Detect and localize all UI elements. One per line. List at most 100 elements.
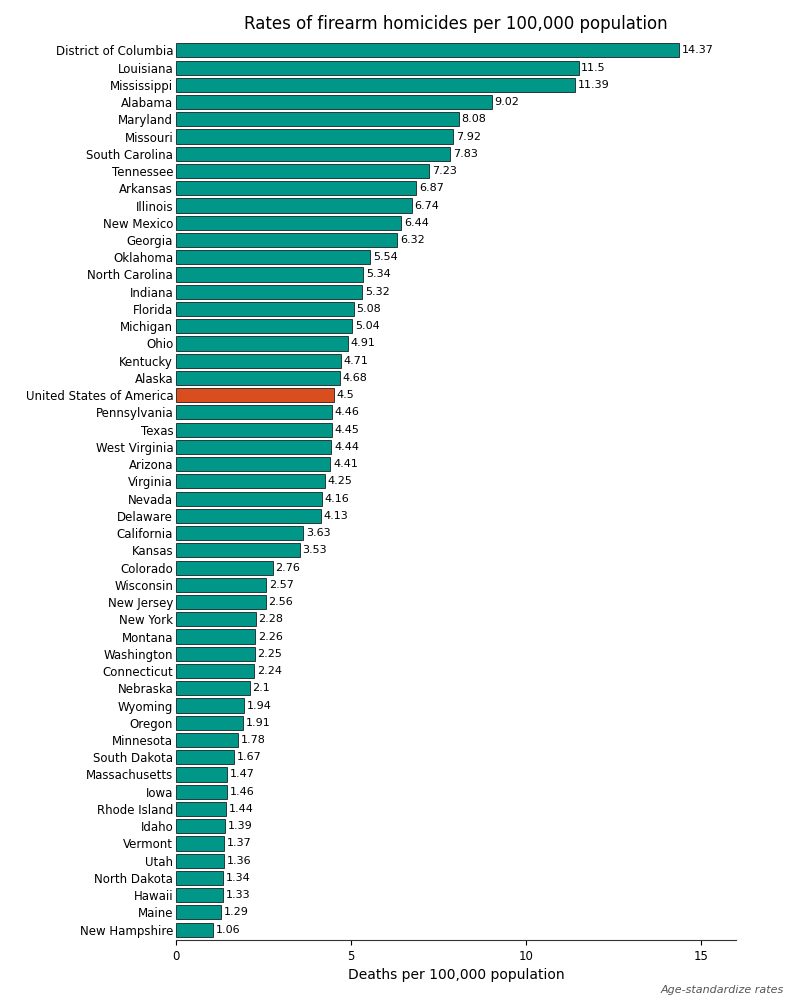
Text: 1.46: 1.46 bbox=[230, 787, 254, 797]
Bar bbox=[176, 78, 574, 92]
Text: 6.87: 6.87 bbox=[419, 183, 444, 193]
Bar bbox=[176, 457, 330, 471]
Bar bbox=[176, 871, 223, 885]
Bar bbox=[176, 716, 243, 730]
Text: 8.08: 8.08 bbox=[462, 114, 486, 124]
Text: 11.39: 11.39 bbox=[578, 80, 610, 90]
Bar bbox=[176, 440, 331, 454]
Bar bbox=[176, 164, 429, 178]
Text: 1.44: 1.44 bbox=[229, 804, 254, 814]
Text: 9.02: 9.02 bbox=[494, 97, 519, 107]
Bar bbox=[176, 371, 340, 385]
Bar bbox=[176, 767, 227, 782]
Bar bbox=[176, 526, 303, 540]
Text: 7.92: 7.92 bbox=[456, 132, 481, 142]
Text: 1.78: 1.78 bbox=[241, 735, 266, 745]
Bar bbox=[176, 474, 325, 488]
Bar bbox=[176, 543, 299, 557]
Bar bbox=[176, 302, 354, 316]
Bar bbox=[176, 285, 362, 299]
Bar bbox=[176, 181, 417, 195]
Bar bbox=[176, 198, 412, 213]
Bar bbox=[176, 578, 266, 592]
Bar bbox=[176, 561, 273, 575]
Bar bbox=[176, 319, 352, 333]
Text: 1.39: 1.39 bbox=[227, 821, 252, 831]
Bar bbox=[176, 147, 450, 161]
Text: 5.54: 5.54 bbox=[373, 252, 398, 262]
Text: 2.28: 2.28 bbox=[258, 614, 284, 624]
Bar bbox=[176, 509, 321, 523]
Bar bbox=[176, 750, 234, 764]
Bar bbox=[176, 129, 453, 144]
Bar bbox=[176, 250, 370, 264]
Text: 14.37: 14.37 bbox=[682, 45, 714, 55]
Text: 5.08: 5.08 bbox=[357, 304, 382, 314]
Text: 4.16: 4.16 bbox=[325, 494, 349, 504]
Bar bbox=[176, 888, 222, 902]
Bar bbox=[176, 267, 363, 282]
Text: 1.36: 1.36 bbox=[226, 856, 251, 866]
Text: 4.41: 4.41 bbox=[333, 459, 358, 469]
Bar bbox=[176, 698, 244, 713]
Text: 2.24: 2.24 bbox=[258, 666, 282, 676]
Text: 4.71: 4.71 bbox=[344, 356, 369, 366]
Text: 1.91: 1.91 bbox=[246, 718, 270, 728]
Bar bbox=[176, 923, 213, 937]
Text: 1.94: 1.94 bbox=[246, 701, 271, 711]
Text: 4.44: 4.44 bbox=[334, 442, 359, 452]
Bar bbox=[176, 785, 227, 799]
Bar bbox=[176, 233, 398, 247]
Text: 2.25: 2.25 bbox=[258, 649, 282, 659]
X-axis label: Deaths per 100,000 population: Deaths per 100,000 population bbox=[348, 968, 564, 982]
Bar bbox=[176, 336, 348, 351]
Text: 3.63: 3.63 bbox=[306, 528, 330, 538]
Bar bbox=[176, 647, 254, 661]
Text: 4.91: 4.91 bbox=[350, 338, 375, 348]
Bar bbox=[176, 95, 492, 109]
Text: 2.76: 2.76 bbox=[275, 563, 300, 573]
Text: 1.29: 1.29 bbox=[224, 907, 249, 917]
Bar bbox=[176, 819, 225, 833]
Text: 7.23: 7.23 bbox=[432, 166, 457, 176]
Bar bbox=[176, 854, 224, 868]
Bar bbox=[176, 802, 226, 816]
Bar bbox=[176, 354, 341, 368]
Text: 5.34: 5.34 bbox=[366, 269, 390, 279]
Bar bbox=[176, 612, 256, 626]
Text: 4.46: 4.46 bbox=[335, 407, 360, 417]
Text: 2.26: 2.26 bbox=[258, 632, 282, 642]
Text: 2.56: 2.56 bbox=[268, 597, 293, 607]
Bar bbox=[176, 61, 578, 75]
Text: 1.37: 1.37 bbox=[226, 838, 251, 848]
Bar bbox=[176, 423, 332, 437]
Text: 5.32: 5.32 bbox=[365, 287, 390, 297]
Text: 2.1: 2.1 bbox=[252, 683, 270, 693]
Title: Rates of firearm homicides per 100,000 population: Rates of firearm homicides per 100,000 p… bbox=[244, 15, 668, 33]
Text: 4.68: 4.68 bbox=[342, 373, 367, 383]
Bar bbox=[176, 43, 679, 57]
Text: 5.04: 5.04 bbox=[355, 321, 380, 331]
Bar bbox=[176, 664, 254, 678]
Text: 4.25: 4.25 bbox=[327, 476, 353, 486]
Text: Age-standardize rates: Age-standardize rates bbox=[661, 985, 784, 995]
Bar bbox=[176, 681, 250, 695]
Text: 7.83: 7.83 bbox=[453, 149, 478, 159]
Text: 1.06: 1.06 bbox=[216, 925, 241, 935]
Bar bbox=[176, 492, 322, 506]
Text: 2.57: 2.57 bbox=[269, 580, 294, 590]
Text: 4.13: 4.13 bbox=[323, 511, 348, 521]
Text: 6.74: 6.74 bbox=[414, 201, 439, 211]
Bar bbox=[176, 836, 224, 851]
Bar bbox=[176, 595, 266, 609]
Bar bbox=[176, 216, 402, 230]
Bar bbox=[176, 405, 332, 419]
Bar bbox=[176, 388, 334, 402]
Text: 1.34: 1.34 bbox=[226, 873, 250, 883]
Bar bbox=[176, 629, 255, 644]
Text: 3.53: 3.53 bbox=[302, 545, 327, 555]
Text: 1.33: 1.33 bbox=[226, 890, 250, 900]
Text: 1.47: 1.47 bbox=[230, 769, 255, 779]
Bar bbox=[176, 112, 459, 126]
Text: 11.5: 11.5 bbox=[582, 63, 606, 73]
